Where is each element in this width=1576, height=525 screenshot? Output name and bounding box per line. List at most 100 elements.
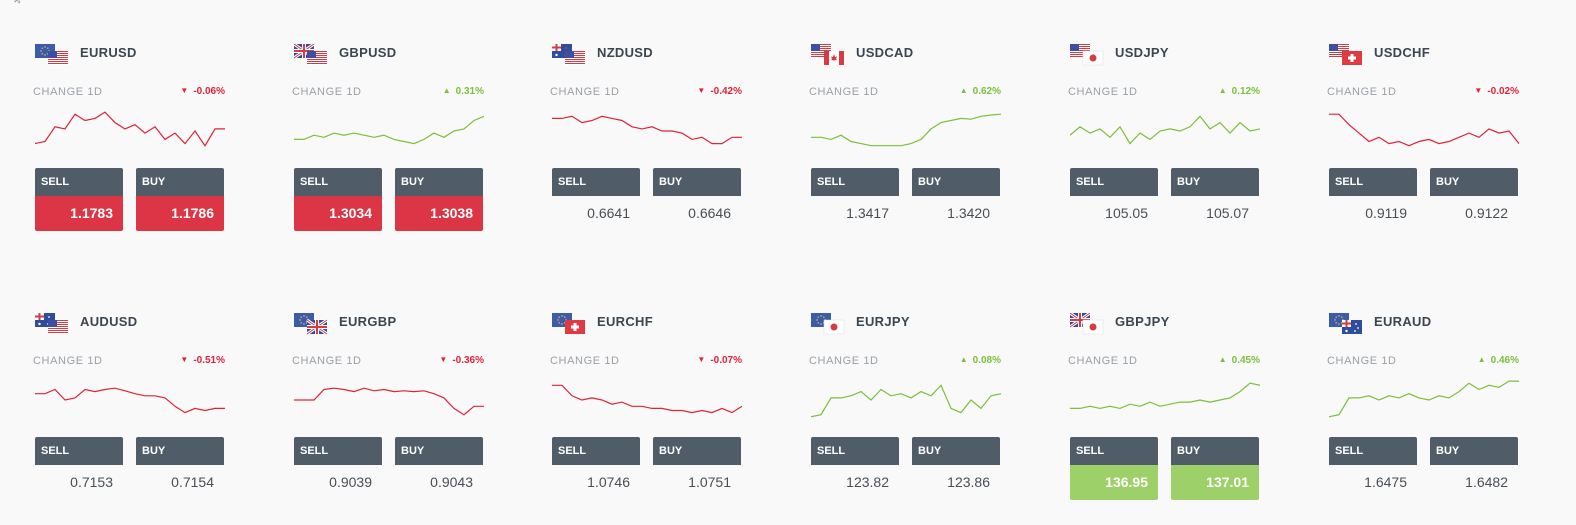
sell-label: SELL: [35, 168, 123, 196]
change-percent: -0.06%: [193, 86, 225, 97]
sell-label: SELL: [294, 437, 382, 465]
change-label: CHANGE 1D: [1068, 355, 1138, 367]
buy-price: 1.3038: [395, 196, 483, 231]
change-value: ▼ -0.36%: [439, 355, 484, 366]
buy-button[interactable]: BUY 0.7154: [136, 437, 224, 500]
change-percent: 0.08%: [972, 355, 1001, 366]
sell-price: 1.3417: [846, 205, 889, 221]
pair-symbol: EURGBP: [339, 314, 397, 329]
pair-header: USDCHF: [1329, 40, 1519, 66]
change-value: ▼ -0.06%: [180, 86, 225, 97]
change-percent: 0.62%: [972, 86, 1001, 97]
sell-button[interactable]: SELL 0.6641: [552, 168, 640, 231]
change-value: ▲ 0.62%: [960, 86, 1001, 97]
sell-button[interactable]: SELL 0.7153: [35, 437, 123, 500]
triangle-down-icon: ▼: [439, 355, 448, 364]
buy-button[interactable]: BUY 1.3038: [395, 168, 483, 231]
pair-card-usdcad: USDCAD CHANGE 1D ▲ 0.62% SELL 1.3417 BUY …: [809, 40, 1002, 240]
currency-flags-icon: [294, 313, 328, 335]
buy-button[interactable]: BUY 105.07: [1171, 168, 1259, 231]
trend-line: [810, 384, 1002, 418]
currency-flags-icon: [811, 313, 845, 335]
pair-card-nzdusd: NZDUSD CHANGE 1D ▼ -0.42% SELL 0.6641 BUY…: [550, 40, 742, 240]
sell-label: SELL: [552, 437, 640, 465]
sell-button[interactable]: SELL 1.6475: [1329, 437, 1417, 500]
sell-price: 0.9039: [329, 474, 372, 490]
buy-label: BUY: [912, 437, 1000, 465]
change-percent: 0.45%: [1231, 355, 1260, 366]
sell-button[interactable]: SELL 105.05: [1070, 168, 1158, 231]
pair-header: AUDUSD: [35, 309, 225, 335]
pair-symbol: GBPJPY: [1115, 314, 1170, 329]
sell-label: SELL: [1329, 437, 1417, 465]
buy-button[interactable]: BUY 1.3420: [912, 168, 1000, 231]
pair-header: NZDUSD: [552, 40, 742, 66]
buy-button[interactable]: BUY 1.0751: [653, 437, 741, 500]
sparkline-chart: [552, 375, 743, 425]
pair-card-euraud: EURAUD CHANGE 1D ▲ 0.46% SELL 1.6475 BUY …: [1327, 309, 1519, 509]
trend-line: [294, 115, 485, 145]
trend-line: [1328, 380, 1519, 418]
sell-button[interactable]: SELL 0.9119: [1329, 168, 1417, 231]
trend-line: [811, 113, 1002, 147]
buy-label: BUY: [653, 168, 741, 196]
change-percent: -0.42%: [710, 86, 742, 97]
pair-card-gbpusd: GBPUSD CHANGE 1D ▲ 0.31% SELL 1.3034 BUY …: [292, 40, 485, 240]
sell-price: 105.05: [1105, 205, 1148, 221]
pair-header: EURGBP: [294, 309, 484, 335]
buy-button[interactable]: BUY 0.9122: [1430, 168, 1518, 231]
buy-price: 0.7154: [171, 474, 214, 490]
pair-card-usdjpy: USDJPY CHANGE 1D ▲ 0.12% SELL 105.05 BUY …: [1068, 40, 1261, 240]
change-value: ▲ 0.12%: [1219, 86, 1260, 97]
buy-button[interactable]: BUY 123.86: [912, 437, 1000, 500]
pair-symbol: NZDUSD: [597, 45, 653, 60]
sell-button[interactable]: SELL 0.9039: [294, 437, 382, 500]
sell-price: 0.7153: [70, 474, 113, 490]
trend-line: [35, 387, 225, 414]
buy-button[interactable]: BUY 1.1786: [136, 168, 224, 231]
pair-card-eurgbp: EURGBP CHANGE 1D ▼ -0.36% SELL 0.9039 BUY…: [292, 309, 484, 509]
sell-button[interactable]: SELL 136.95: [1070, 437, 1158, 500]
sell-button[interactable]: SELL 1.3034: [294, 168, 382, 231]
currency-flags-icon: [552, 44, 586, 66]
sell-price: 0.6641: [587, 205, 630, 221]
pair-card-eurjpy: EURJPY CHANGE 1D ▲ 0.08% SELL 123.82 BUY …: [809, 309, 1002, 509]
triangle-up-icon: ▲: [959, 86, 968, 95]
change-value: ▲ 0.31%: [443, 86, 484, 97]
sell-label: SELL: [811, 168, 899, 196]
currency-flags-icon: [1070, 44, 1104, 66]
trend-line: [1070, 382, 1261, 410]
buy-button[interactable]: BUY 1.6482: [1430, 437, 1518, 500]
pair-card-gbpjpy: GBPJPY CHANGE 1D ▲ 0.45% SELL 136.95 BUY …: [1068, 309, 1261, 509]
currency-flags-icon: [552, 313, 586, 335]
change-value: ▼ -0.02%: [1474, 86, 1519, 97]
sell-button[interactable]: SELL 1.3417: [811, 168, 899, 231]
trend-line: [1069, 115, 1261, 145]
change-value: ▼ -0.07%: [697, 355, 742, 366]
sparkline-chart: [810, 375, 1002, 425]
buy-button[interactable]: BUY 0.6646: [653, 168, 741, 231]
change-percent: 0.46%: [1490, 355, 1519, 366]
trend-line: [552, 384, 743, 414]
sell-button[interactable]: SELL 1.0746: [552, 437, 640, 500]
change-percent: -0.51%: [193, 355, 225, 366]
sell-label: SELL: [1070, 168, 1158, 196]
sell-label: SELL: [811, 437, 899, 465]
triangle-down-icon: ▼: [697, 86, 706, 95]
buy-button[interactable]: BUY 137.01: [1171, 437, 1259, 500]
currency-flags-icon: [35, 44, 69, 66]
buy-label: BUY: [653, 437, 741, 465]
sell-button[interactable]: SELL 1.1783: [35, 168, 123, 231]
triangle-up-icon: ▲: [959, 355, 968, 364]
sparkline-chart: [34, 106, 225, 156]
buy-button[interactable]: BUY 0.9043: [395, 437, 483, 500]
sell-price: 1.0746: [587, 474, 630, 490]
buy-price: 137.01: [1171, 465, 1259, 500]
sell-price: 136.95: [1070, 465, 1158, 500]
change-label: CHANGE 1D: [1327, 355, 1397, 367]
sparkline-chart: [35, 375, 225, 425]
trend-line: [552, 115, 742, 145]
sell-button[interactable]: SELL 123.82: [811, 437, 899, 500]
buy-price: 0.9043: [430, 474, 473, 490]
pair-card-audusd: AUDUSD CHANGE 1D ▼ -0.51% SELL 0.7153 BUY…: [33, 309, 225, 509]
